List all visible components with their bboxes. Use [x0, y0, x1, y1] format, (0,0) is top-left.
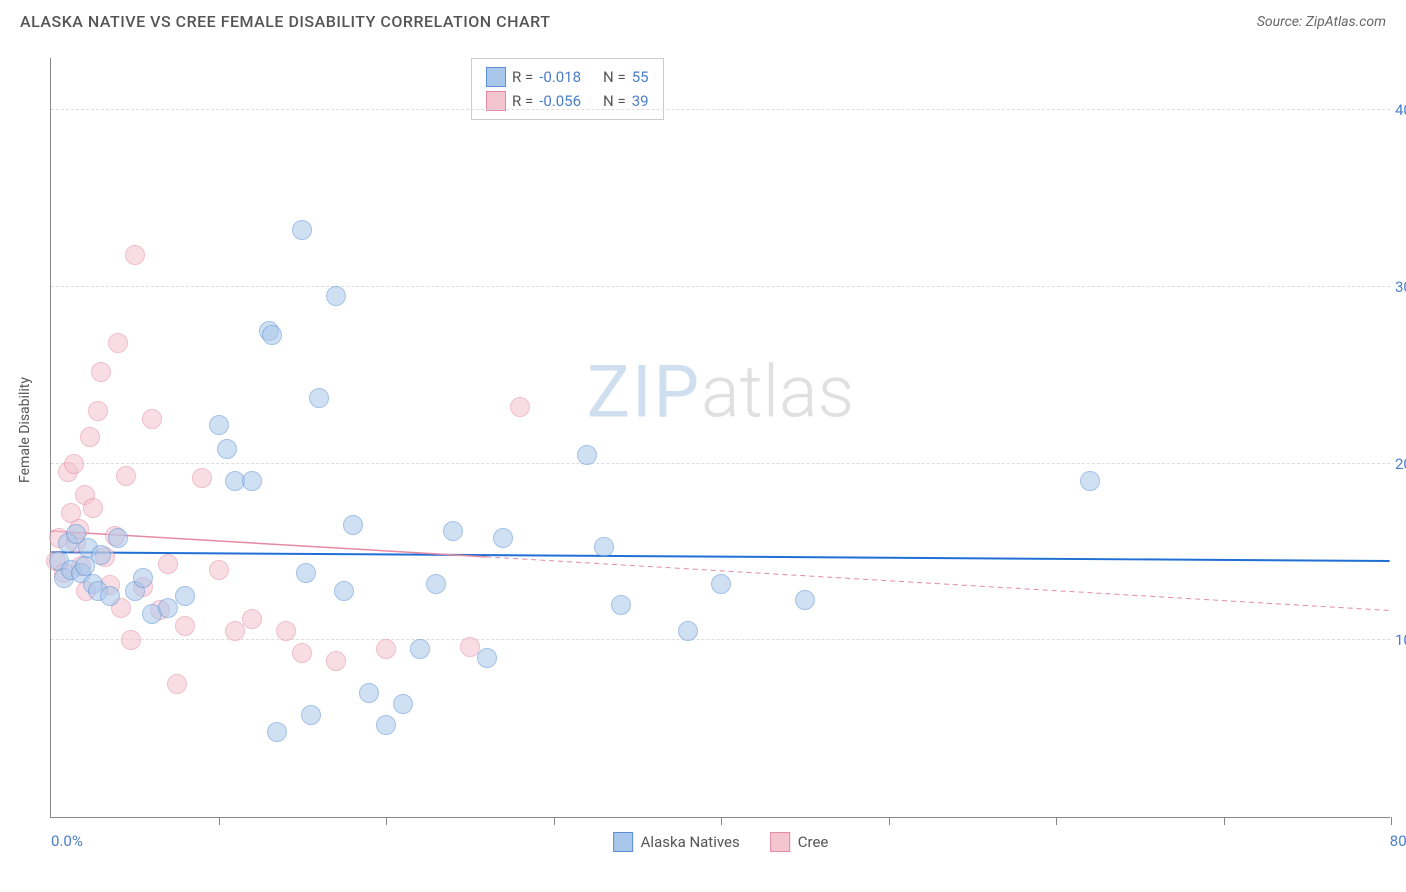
data-point-alaska	[175, 586, 195, 606]
data-point-alaska	[477, 648, 497, 668]
swatch-alaska	[486, 67, 506, 87]
x-tick	[386, 817, 387, 825]
data-point-cree	[225, 621, 245, 641]
watermark-atlas: atlas	[701, 349, 854, 434]
data-point-cree	[121, 630, 141, 650]
data-point-alaska	[426, 574, 446, 594]
data-point-cree	[125, 245, 145, 265]
data-point-cree	[158, 554, 178, 574]
n-label: N =	[603, 68, 626, 86]
y-axis-label: Female Disability	[17, 377, 33, 483]
chart-title: ALASKA NATIVE VS CREE FEMALE DISABILITY …	[20, 12, 550, 31]
y-tick-label: 10.0%	[1395, 631, 1406, 649]
scatter-chart: ZIPatlas R = -0.018 N = 55 R = -0.056 N …	[50, 58, 1390, 818]
data-point-cree	[292, 643, 312, 663]
data-point-cree	[108, 333, 128, 353]
data-point-cree	[80, 427, 100, 447]
gridline	[51, 109, 1390, 110]
data-point-alaska	[594, 537, 614, 557]
data-point-cree	[376, 639, 396, 659]
data-point-cree	[276, 621, 296, 641]
n-value-cree: 39	[632, 92, 649, 110]
r-label: R =	[512, 92, 533, 110]
x-tick	[219, 817, 220, 825]
data-point-alaska	[267, 722, 287, 742]
data-point-cree	[326, 651, 346, 671]
data-point-alaska	[343, 515, 363, 535]
x-label-max: 80.0%	[1390, 832, 1406, 850]
data-point-cree	[64, 454, 84, 474]
trend-lines	[51, 58, 1390, 817]
data-point-cree	[510, 397, 530, 417]
watermark: ZIPatlas	[587, 349, 854, 434]
data-point-alaska	[410, 639, 430, 659]
x-tick	[554, 817, 555, 825]
n-value-alaska: 55	[632, 68, 649, 86]
data-point-alaska	[296, 563, 316, 583]
watermark-zip: ZIP	[587, 349, 701, 434]
data-point-cree	[83, 498, 103, 518]
y-tick-label: 20.0%	[1395, 455, 1406, 473]
data-point-alaska	[443, 521, 463, 541]
r-value-alaska: -0.018	[539, 68, 581, 86]
x-tick	[1391, 817, 1392, 825]
x-tick	[721, 817, 722, 825]
data-point-alaska	[133, 568, 153, 588]
data-point-alaska	[301, 705, 321, 725]
data-point-alaska	[326, 286, 346, 306]
data-point-alaska	[577, 445, 597, 465]
data-point-alaska	[678, 621, 698, 641]
gridline	[51, 463, 1390, 464]
r-label: R =	[512, 68, 533, 86]
x-axis-labels: 0.0% 80.0%	[51, 832, 1390, 852]
data-point-alaska	[493, 528, 513, 548]
data-point-cree	[142, 409, 162, 429]
legend-row-alaska: R = -0.018 N = 55	[486, 65, 649, 89]
chart-source: Source: ZipAtlas.com	[1257, 14, 1386, 30]
swatch-cree	[486, 91, 506, 111]
data-point-cree	[242, 609, 262, 629]
data-point-alaska	[91, 545, 111, 565]
x-tick	[1056, 817, 1057, 825]
data-point-cree	[167, 674, 187, 694]
data-point-alaska	[711, 574, 731, 594]
data-point-alaska	[108, 528, 128, 548]
chart-header: ALASKA NATIVE VS CREE FEMALE DISABILITY …	[0, 0, 1406, 39]
data-point-alaska	[158, 598, 178, 618]
data-point-alaska	[393, 694, 413, 714]
data-point-alaska	[100, 586, 120, 606]
data-point-alaska	[611, 595, 631, 615]
correlation-legend: R = -0.018 N = 55 R = -0.056 N = 39	[471, 58, 664, 120]
data-point-cree	[88, 401, 108, 421]
data-point-cree	[116, 466, 136, 486]
data-point-alaska	[217, 439, 237, 459]
data-point-cree	[192, 468, 212, 488]
x-label-min: 0.0%	[51, 832, 83, 850]
data-point-alaska	[376, 715, 396, 735]
r-value-cree: -0.056	[539, 92, 581, 110]
data-point-alaska	[242, 471, 262, 491]
data-point-cree	[209, 560, 229, 580]
y-tick-label: 30.0%	[1395, 278, 1406, 296]
data-point-cree	[175, 616, 195, 636]
data-point-alaska	[795, 590, 815, 610]
x-tick	[1224, 817, 1225, 825]
gridline	[51, 286, 1390, 287]
y-tick-label: 40.0%	[1395, 101, 1406, 119]
x-tick	[889, 817, 890, 825]
data-point-alaska	[309, 388, 329, 408]
data-point-alaska	[334, 581, 354, 601]
gridline	[51, 639, 1390, 640]
data-point-alaska	[292, 220, 312, 240]
data-point-alaska	[1080, 471, 1100, 491]
data-point-cree	[91, 362, 111, 382]
data-point-alaska	[209, 415, 229, 435]
n-label: N =	[603, 92, 626, 110]
data-point-alaska	[262, 325, 282, 345]
data-point-alaska	[359, 683, 379, 703]
